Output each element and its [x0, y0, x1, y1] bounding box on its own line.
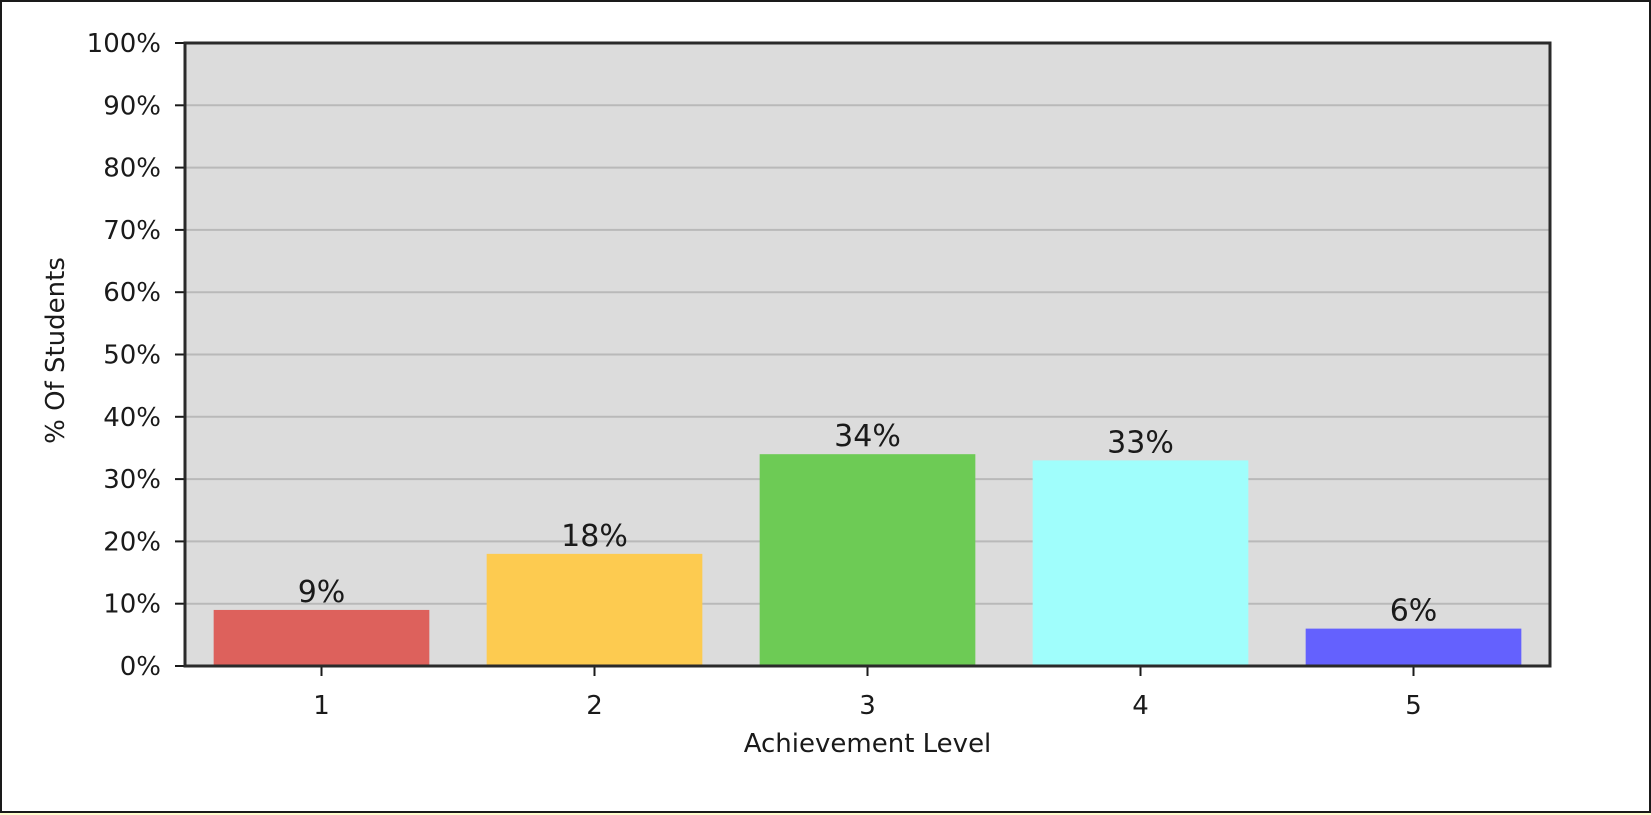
x-tick-label: 4: [1132, 691, 1149, 721]
x-tick-label: 3: [859, 691, 876, 721]
y-tick-label: 50%: [103, 341, 161, 371]
bar-value-label: 9%: [298, 575, 346, 610]
y-tick-label: 10%: [103, 590, 161, 620]
labels: 0% 10% 20% 30% 40% 50% 60% 70% 80% 90% 100% 9% 1 18% 2…: [87, 29, 1438, 721]
plot-border: [183, 41, 1552, 668]
bar: [759, 454, 976, 666]
y-tick-label: 20%: [103, 527, 161, 557]
y-tick-label: 80%: [103, 154, 161, 184]
x-tick-label: 2: [586, 691, 603, 721]
bar: [213, 609, 430, 666]
bar-value-label: 6%: [1390, 594, 1438, 629]
bar: [1032, 460, 1249, 666]
y-tick-label: 30%: [103, 465, 161, 495]
bar: [486, 553, 703, 666]
y-tick-label: 100%: [87, 29, 161, 59]
y-tick-label: 90%: [103, 91, 161, 121]
bar-value-label: 33%: [1107, 425, 1174, 460]
bar-value-label: 18%: [561, 519, 628, 554]
bar-value-label: 34%: [834, 419, 901, 454]
axes: [175, 41, 1552, 676]
x-axis-title: Achievement Level: [744, 729, 992, 759]
x-tick-label: 1: [313, 691, 330, 721]
y-tick-label: 70%: [103, 216, 161, 246]
y-tick-label: 40%: [103, 403, 161, 433]
bars: [213, 454, 1522, 666]
x-tick-label: 5: [1405, 691, 1422, 721]
bar: [1305, 628, 1522, 666]
y-tick-label: 0%: [120, 652, 161, 682]
y-tick-label: 60%: [103, 278, 161, 308]
y-axis-title: % Of Students: [41, 257, 71, 444]
